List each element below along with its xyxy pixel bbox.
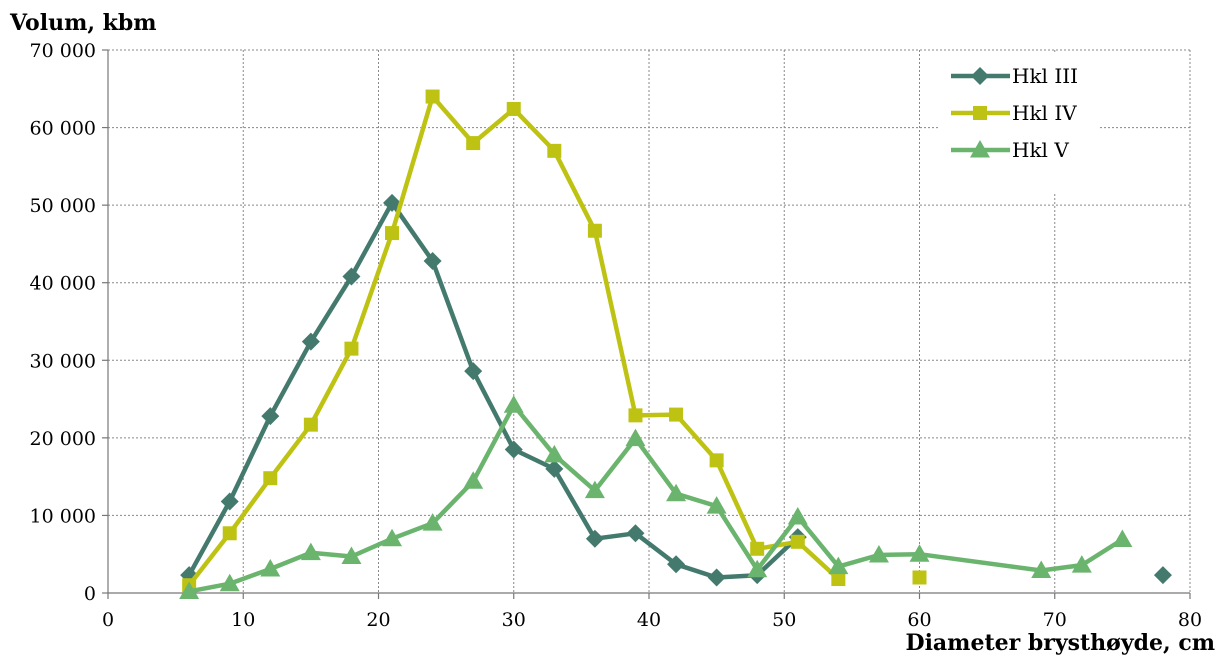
legend-marker xyxy=(971,67,989,85)
y-tick-label: 30 000 xyxy=(30,350,96,372)
data-point xyxy=(625,428,646,447)
y-tick-label: 0 xyxy=(84,583,96,605)
x-tick-label: 30 xyxy=(502,609,526,631)
legend-marker xyxy=(970,140,990,158)
data-point xyxy=(463,471,484,489)
data-point xyxy=(220,492,239,511)
data-point xyxy=(422,513,443,531)
y-axis-title: Volum, kbm xyxy=(10,10,157,36)
data-point xyxy=(300,542,321,561)
data-point xyxy=(666,483,687,502)
series-hkl-iv xyxy=(182,89,927,593)
grid-lines xyxy=(108,49,1191,593)
data-point xyxy=(828,556,849,575)
data-point xyxy=(912,570,927,585)
data-point xyxy=(423,251,442,270)
data-point xyxy=(1071,555,1092,573)
x-tick-label: 20 xyxy=(366,609,390,631)
data-point xyxy=(585,529,604,548)
legend-item: Hkl IV xyxy=(951,101,1077,125)
legend-marker xyxy=(973,106,987,120)
data-point xyxy=(545,459,564,478)
x-tick-label: 80 xyxy=(1178,609,1202,631)
data-point xyxy=(1031,560,1052,579)
x-tick-label: 70 xyxy=(1043,609,1067,631)
x-tick-label: 50 xyxy=(772,609,796,631)
legend-label: Hkl IV xyxy=(1012,101,1077,125)
data-point xyxy=(261,407,280,426)
data-point xyxy=(1112,529,1133,547)
x-tick-label: 40 xyxy=(637,609,661,631)
legend: Hkl III Hkl IV Hkl V xyxy=(940,52,1100,192)
data-point xyxy=(831,572,846,587)
data-point xyxy=(219,573,240,592)
tick-labels: 0 10 000 20 000 30 000 40 000 50 000 60 000 70 … xyxy=(30,40,1203,631)
x-tick-label: 10 xyxy=(231,609,255,631)
data-point xyxy=(303,417,318,432)
data-point xyxy=(669,407,684,422)
data-point xyxy=(544,444,565,463)
series-line xyxy=(187,200,800,580)
data-point xyxy=(466,136,481,151)
data-point xyxy=(383,193,402,212)
legend-label: Hkl V xyxy=(1012,138,1069,162)
data-point xyxy=(584,480,605,499)
data-point xyxy=(425,89,440,104)
data-point xyxy=(706,496,727,514)
data-point xyxy=(628,408,643,423)
data-point xyxy=(747,559,768,578)
x-axis-title: Diameter brysthøyde, cm xyxy=(905,630,1215,656)
data-point xyxy=(385,226,400,241)
legend-label: Hkl III xyxy=(1012,64,1078,88)
data-point xyxy=(909,544,930,562)
x-tick-label: 0 xyxy=(102,609,114,631)
data-point xyxy=(504,440,523,459)
data-point xyxy=(506,101,521,116)
legend-item: Hkl V xyxy=(951,138,1069,162)
data-point xyxy=(868,544,889,563)
series-hkl-v xyxy=(179,395,1133,599)
data-point xyxy=(1153,566,1172,585)
data-point xyxy=(587,223,602,238)
series-group xyxy=(179,89,1172,599)
data-point xyxy=(750,541,765,556)
y-tick-label: 60 000 xyxy=(30,118,96,140)
data-point xyxy=(263,471,278,486)
data-point xyxy=(707,568,726,587)
y-tick-label: 50 000 xyxy=(30,195,96,217)
data-point xyxy=(260,558,281,577)
data-point xyxy=(709,453,724,468)
y-tick-label: 20 000 xyxy=(30,428,96,450)
x-tick-label: 60 xyxy=(907,609,931,631)
data-point xyxy=(344,341,359,356)
axes xyxy=(102,49,1191,599)
data-point xyxy=(787,506,808,525)
data-point xyxy=(382,528,403,547)
y-tick-label: 40 000 xyxy=(30,273,96,295)
y-tick-label: 10 000 xyxy=(30,505,96,527)
data-point xyxy=(179,581,200,599)
y-tick-label: 70 000 xyxy=(30,40,96,62)
legend-item: Hkl III xyxy=(951,64,1078,88)
series-line xyxy=(188,403,1124,594)
data-point xyxy=(626,524,645,543)
data-point xyxy=(790,534,805,549)
data-point xyxy=(503,395,524,413)
data-point xyxy=(547,143,562,158)
data-point xyxy=(464,362,483,381)
data-point xyxy=(222,526,237,541)
data-point xyxy=(301,332,320,351)
data-point xyxy=(667,555,686,574)
data-point xyxy=(342,267,361,286)
data-point xyxy=(341,546,362,565)
